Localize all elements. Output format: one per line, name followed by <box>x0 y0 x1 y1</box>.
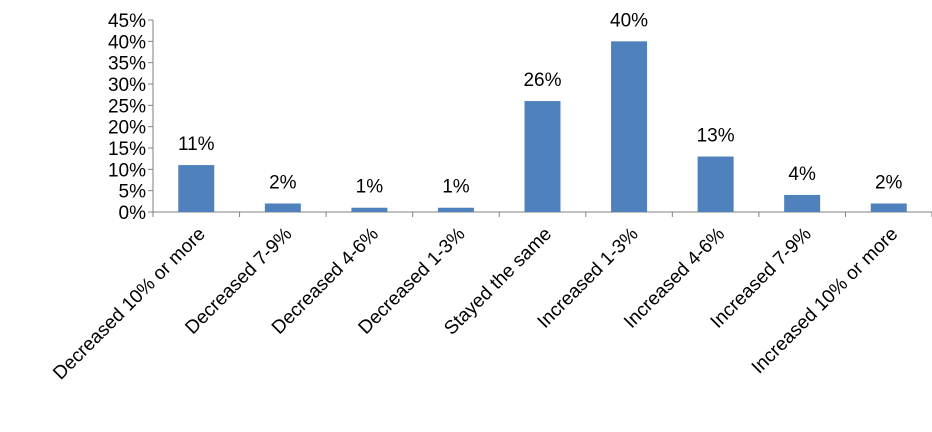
bar <box>351 207 388 212</box>
y-tick-label: 25% <box>108 96 146 117</box>
data-label: 13% <box>697 126 735 147</box>
y-tick-label: 30% <box>108 75 146 96</box>
y-tick-label: 5% <box>119 182 147 203</box>
bar <box>870 203 907 212</box>
category-label: Decreased 10% or more <box>49 224 209 384</box>
data-label: 11% <box>178 134 215 155</box>
data-label: 26% <box>523 70 561 91</box>
bar <box>264 203 301 212</box>
y-tick-label: 10% <box>108 160 146 181</box>
y-tick-label: 0% <box>119 203 147 224</box>
category-label: Increased 10% or more <box>748 224 903 379</box>
bar <box>524 101 561 212</box>
data-label: 1% <box>442 177 470 198</box>
y-axis-ticks: 0%5%10%15%20%25%30%35%40%45% <box>108 11 153 224</box>
data-label: 40% <box>610 10 648 31</box>
data-label: 2% <box>875 172 903 193</box>
y-tick-label: 15% <box>108 139 146 160</box>
y-tick-label: 35% <box>108 54 146 75</box>
data-label: 4% <box>788 164 816 185</box>
data-label: 2% <box>269 172 297 193</box>
bar <box>784 194 821 212</box>
y-tick-label: 20% <box>108 118 146 139</box>
y-tick-label: 40% <box>108 32 146 53</box>
bars <box>178 41 907 213</box>
data-labels: 11% 2% 1% 1% 26% 40% 13% 4% 2% <box>178 10 903 197</box>
bar <box>697 156 734 212</box>
data-label: 1% <box>356 177 384 198</box>
bar <box>178 165 215 212</box>
bar <box>611 41 648 213</box>
y-tick-label: 45% <box>108 11 146 32</box>
bar <box>437 207 474 212</box>
